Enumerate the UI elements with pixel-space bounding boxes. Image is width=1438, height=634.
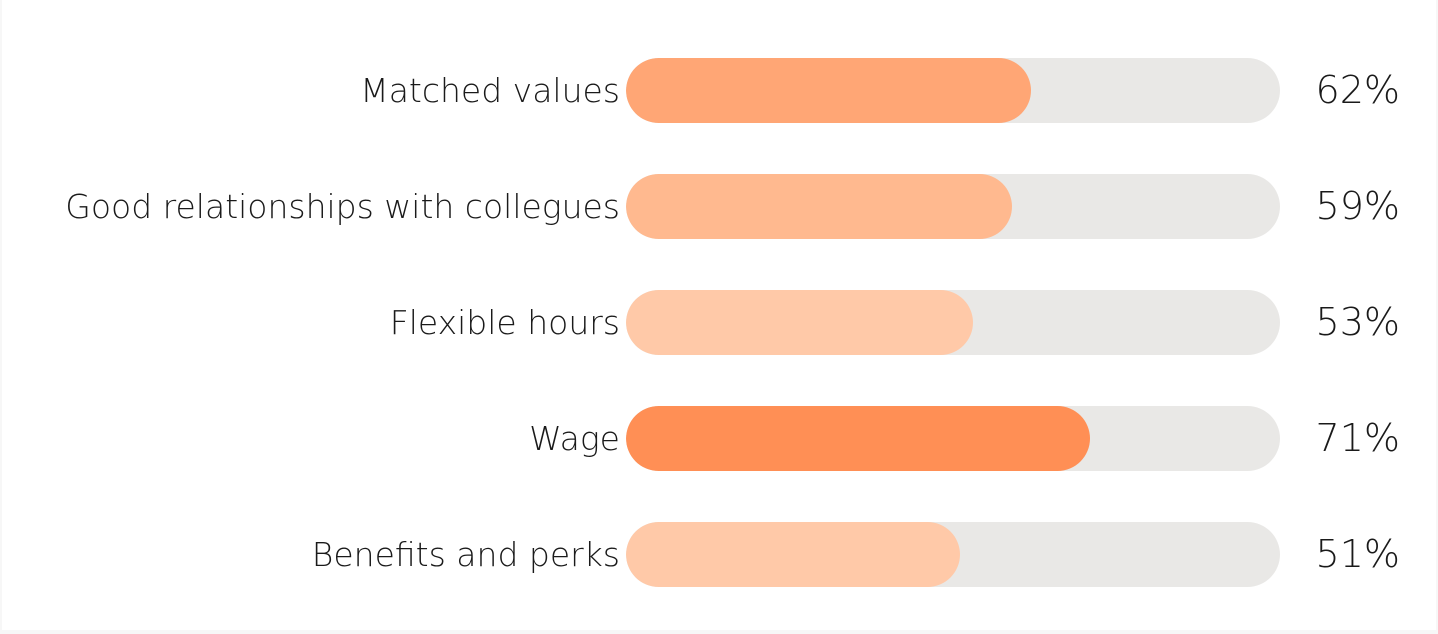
bar-track <box>626 174 1280 239</box>
bar-row: Matched values 62% <box>2 58 1436 123</box>
bar-row: Good relationships with collegues 59% <box>2 174 1436 239</box>
bar-track <box>626 406 1280 471</box>
category-label: Benefits and perks <box>311 535 620 574</box>
bar-track <box>626 522 1280 587</box>
bar <box>626 174 1012 239</box>
bar-row: Flexible hours 53% <box>2 290 1436 355</box>
bar-track <box>626 290 1280 355</box>
bar-track <box>626 58 1280 123</box>
value-label: 62% <box>1315 68 1400 112</box>
bar <box>626 290 973 355</box>
value-label: 71% <box>1315 416 1400 460</box>
category-label: Matched values <box>360 71 620 110</box>
bar-row: Wage 71% <box>2 406 1436 471</box>
bar-row: Benefits and perks 51% <box>2 522 1436 587</box>
bar <box>626 406 1090 471</box>
category-label: Flexible hours <box>389 303 620 342</box>
category-label: Good relationships with collegues <box>65 187 620 226</box>
bar <box>626 522 960 587</box>
value-label: 53% <box>1315 300 1400 344</box>
value-label: 59% <box>1315 184 1400 228</box>
bar <box>626 58 1031 123</box>
category-label: Wage <box>529 419 620 458</box>
value-label: 51% <box>1315 532 1400 576</box>
